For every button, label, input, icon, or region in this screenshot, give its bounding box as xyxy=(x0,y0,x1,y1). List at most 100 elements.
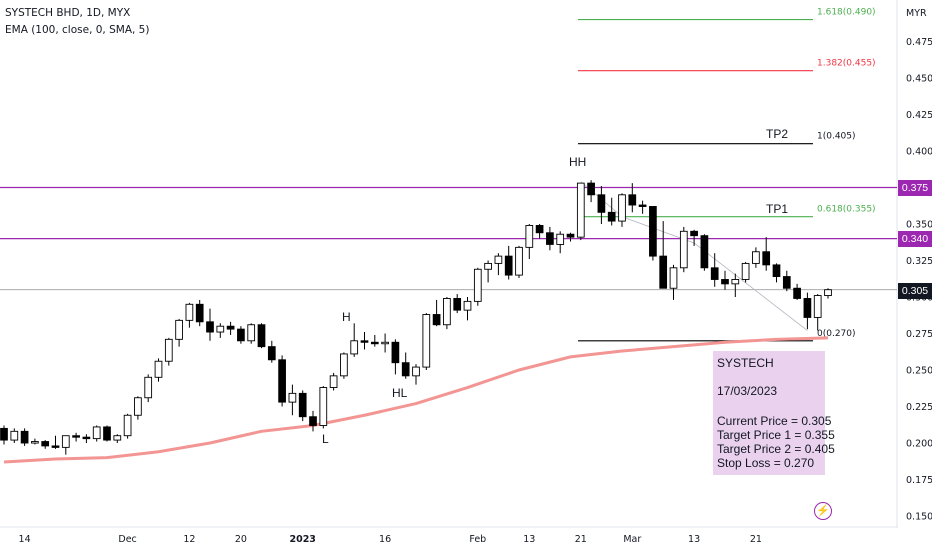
candle-body xyxy=(123,414,132,437)
candle-body xyxy=(92,426,101,440)
y-tick-label: 0.450 xyxy=(906,74,932,85)
candle-body xyxy=(597,194,606,213)
x-tick-label: 14 xyxy=(19,534,31,545)
candle-body xyxy=(422,314,431,368)
candle-body xyxy=(103,426,111,441)
candle-body xyxy=(782,276,791,289)
info-name: SYSTECH xyxy=(717,356,774,370)
candle-body xyxy=(298,392,307,418)
y-tick-label: 0.425 xyxy=(906,110,932,121)
y-tick-label: 0.250 xyxy=(906,366,932,377)
candle-body xyxy=(741,262,750,280)
candle-body xyxy=(41,441,50,447)
y-tick-label: 0.225 xyxy=(906,402,932,413)
y-tick-label: 0.475 xyxy=(906,37,932,48)
x-tick-label: 20 xyxy=(235,534,247,545)
candle-body xyxy=(226,325,235,330)
fib-label: 1.618(0.490) xyxy=(817,8,876,18)
candle-body xyxy=(504,255,513,276)
candle-body xyxy=(391,341,400,364)
candle-body xyxy=(20,430,29,444)
ema-line xyxy=(3,336,829,464)
x-tick-label: Mar xyxy=(623,534,641,545)
candle-body xyxy=(195,303,204,323)
hh-label: HH xyxy=(569,155,587,169)
resistance-price-tag-2: 0.340 xyxy=(898,231,932,247)
info-stop-loss: Stop Loss = 0.270 xyxy=(717,456,815,470)
candle-body xyxy=(546,232,554,245)
candle-body xyxy=(247,324,256,342)
fib-label: 0.618(0.355) xyxy=(817,205,876,215)
candle-body xyxy=(360,340,369,343)
candle-body xyxy=(649,206,657,257)
x-tick-label: 2023 xyxy=(289,534,315,545)
fib-label: 1.382(0.455) xyxy=(817,59,876,69)
candle-body xyxy=(278,359,286,403)
info-target-price-1: Target Price 1 = 0.355 xyxy=(717,428,835,442)
candle-body xyxy=(576,182,585,238)
candle-body xyxy=(824,289,832,296)
candle-body xyxy=(61,435,70,448)
x-tick-label: 21 xyxy=(750,534,762,545)
candle-body xyxy=(309,416,317,426)
candle-body xyxy=(82,436,91,440)
candle-body xyxy=(350,340,359,355)
candle-body xyxy=(566,233,575,238)
y-tick-label: 0.325 xyxy=(906,256,932,267)
candle-body xyxy=(772,264,781,278)
candle-body xyxy=(443,298,451,326)
y-tick-label: 0.175 xyxy=(906,475,932,486)
candle-body xyxy=(412,366,420,377)
candle-body xyxy=(731,279,740,285)
candle-body xyxy=(638,204,647,207)
candle-body xyxy=(587,182,595,196)
candle-body xyxy=(813,295,822,318)
candle-body xyxy=(484,262,492,270)
resistance-price-tag-1: 0.375 xyxy=(898,180,932,196)
candle-body xyxy=(793,287,801,299)
candle-body xyxy=(525,225,534,248)
candle-body xyxy=(257,324,266,348)
candle-body xyxy=(803,298,812,318)
candle-body xyxy=(679,230,688,269)
candle-body xyxy=(494,255,503,264)
info-current-price: Current Price = 0.305 xyxy=(717,414,832,428)
l-label: L xyxy=(322,432,329,446)
y-tick-label: 0.150 xyxy=(906,512,932,523)
candle-body xyxy=(473,268,482,302)
candle-body xyxy=(381,341,389,345)
candle-body xyxy=(144,376,153,399)
h-label: H xyxy=(342,310,351,324)
info-box: SYSTECH 17/03/2023 Current Price = 0.305… xyxy=(713,351,835,475)
candle-body xyxy=(710,267,719,280)
candle-body xyxy=(690,230,698,237)
candle-body xyxy=(31,441,39,444)
candle-body xyxy=(216,325,225,333)
x-tick-label: 12 xyxy=(183,534,195,545)
lightning-icon[interactable]: ⚡ xyxy=(814,502,832,520)
candle-body xyxy=(628,194,637,206)
candle-body xyxy=(607,211,616,222)
symbol-legend: SYSTECH BHD, 1D, MYX xyxy=(5,7,131,19)
last-price-tag: 0.305 xyxy=(898,283,932,299)
candle-body xyxy=(72,435,80,438)
x-tick-label: 13 xyxy=(523,534,535,545)
candle-body xyxy=(556,233,565,245)
candle-body xyxy=(700,235,709,269)
hl-label: HL xyxy=(392,386,408,400)
candle-body xyxy=(185,303,194,321)
candle-body xyxy=(51,445,60,448)
candle-body xyxy=(340,353,348,377)
candle-body xyxy=(154,360,163,378)
x-tick-label: Dec xyxy=(118,534,136,545)
candle-body xyxy=(762,251,771,266)
x-tick-label: Feb xyxy=(469,534,486,545)
tp2-label: TP2 xyxy=(766,127,789,141)
candle-body xyxy=(752,251,760,264)
y-tick-label: 0.275 xyxy=(906,329,932,340)
candle-body xyxy=(370,341,379,345)
x-tick-label: 16 xyxy=(379,534,391,545)
candle-body xyxy=(432,314,441,326)
candle-body xyxy=(288,392,297,403)
